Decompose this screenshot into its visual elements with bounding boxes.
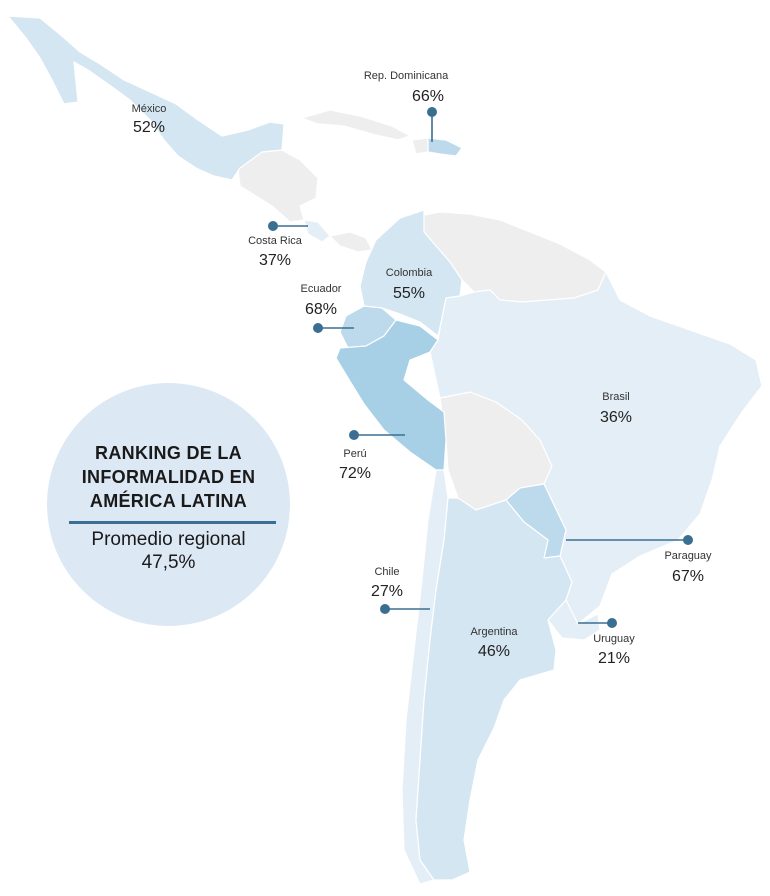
- label-name-costa-rica: Costa Rica: [248, 235, 303, 247]
- label-name-mexico: México: [132, 103, 167, 115]
- label-value-rep-dominicana: 66%: [412, 88, 444, 105]
- leader-dot-costa-rica: [268, 221, 278, 231]
- ranking-average: Promedio regional 47,5%: [47, 528, 290, 574]
- country-shape-uruguay[interactable]: [547, 599, 601, 641]
- ranking-title-line-3: AMÉRICA LATINA: [89, 491, 248, 511]
- label-value-uruguay: 21%: [598, 650, 630, 667]
- label-value-costa-rica: 37%: [259, 252, 291, 269]
- country-shape-rep-dominicana[interactable]: [427, 137, 463, 157]
- leader-dot-peru: [349, 430, 359, 440]
- leader-lines: [268, 107, 693, 628]
- label-value-peru: 72%: [339, 465, 371, 482]
- label-value-ecuador: 68%: [305, 301, 337, 318]
- leader-dot-paraguay: [683, 535, 693, 545]
- ranking-average-value: 47,5%: [141, 552, 196, 573]
- ranking-title: RANKING DE LA INFORMALIDAD EN AMÉRICA LA…: [47, 441, 290, 513]
- country-shape-peru[interactable]: [335, 319, 447, 471]
- leader-dot-ecuador: [313, 323, 323, 333]
- label-name-colombia: Colombia: [386, 267, 433, 279]
- leader-dot-uruguay: [607, 618, 617, 628]
- country-shape-brasil[interactable]: [429, 271, 763, 625]
- label-name-rep-dominicana: Rep. Dominicana: [364, 70, 449, 82]
- label-name-argentina: Argentina: [470, 626, 518, 638]
- label-name-paraguay: Paraguay: [664, 550, 712, 562]
- label-value-chile: 27%: [371, 583, 403, 600]
- leader-dot-chile: [380, 604, 390, 614]
- label-value-brasil: 36%: [600, 409, 632, 426]
- label-name-peru: Perú: [343, 448, 366, 460]
- label-value-paraguay: 67%: [672, 568, 704, 585]
- label-value-argentina: 46%: [478, 643, 510, 660]
- label-name-chile: Chile: [374, 566, 399, 578]
- cuba-region: [301, 109, 411, 141]
- label-name-uruguay: Uruguay: [593, 633, 635, 645]
- ranking-title-line-2: INFORMALIDAD EN: [81, 467, 256, 487]
- label-name-brasil: Brasil: [602, 391, 630, 403]
- haiti-region: [411, 137, 429, 155]
- ranking-average-label: Promedio regional: [91, 529, 246, 550]
- label-value-mexico: 52%: [133, 119, 165, 136]
- ranking-title-line-1: RANKING DE LA: [95, 443, 242, 463]
- ranking-summary-circle: RANKING DE LA INFORMALIDAD EN AMÉRICA LA…: [47, 383, 290, 626]
- leader-dot-rep-dominicana: [427, 107, 437, 117]
- country-shape-mexico[interactable]: [7, 15, 285, 181]
- country-shape-argentina[interactable]: [415, 497, 573, 881]
- country-shape-costa-rica[interactable]: [303, 219, 331, 243]
- ranking-divider: [69, 521, 276, 524]
- country-labels: México 52% Rep. Dominicana 66% Costa Ric…: [132, 70, 712, 667]
- label-value-colombia: 55%: [393, 285, 425, 302]
- label-name-ecuador: Ecuador: [301, 283, 342, 295]
- panama-region: [329, 231, 373, 253]
